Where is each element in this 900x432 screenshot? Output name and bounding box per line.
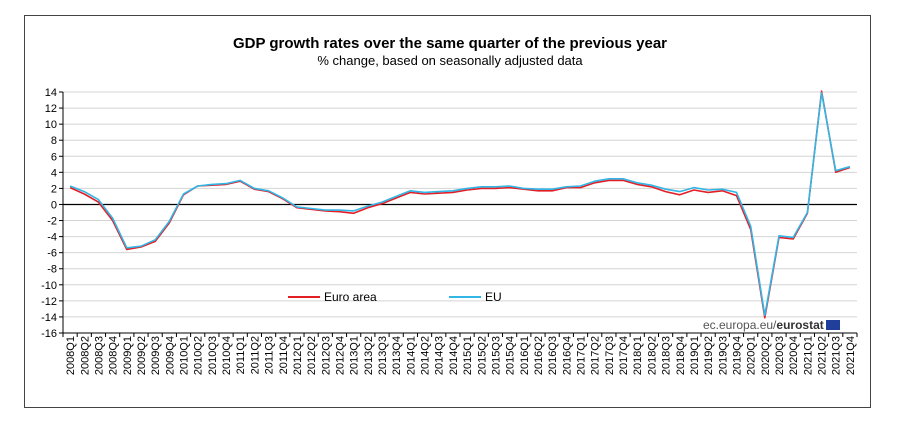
x-tick-label: 2020Q1 [746,336,758,375]
x-tick-label: 2009Q1 [122,336,134,375]
y-tick-label: -6 [47,248,57,260]
x-tick-label: 2016Q2 [533,336,545,375]
y-tick-label: -16 [41,328,57,340]
x-tick-label: 2008Q1 [65,336,77,375]
x-tick-label: 2018Q1 [632,336,644,375]
chart-legend: Euro area EU [288,290,502,304]
x-tick-label: 2017Q2 [590,336,602,375]
x-tick-label: 2021Q4 [845,336,857,375]
x-tick-label: 2019Q3 [717,336,729,375]
x-tick-label: 2010Q3 [207,336,219,375]
series-line-eu [69,92,851,317]
x-tick-label: 2014Q4 [448,336,460,375]
x-tick-label: 2019Q2 [703,336,715,375]
legend-label: EU [485,290,502,304]
x-tick-label: 2018Q3 [661,336,673,375]
x-tick-label: 2018Q2 [646,336,658,375]
x-tick-label: 2020Q4 [788,336,800,375]
source-brand: eurostat [776,318,824,332]
eu-flag-icon [825,319,840,330]
x-tick-label: 2009Q3 [150,336,162,375]
x-tick-label: 2015Q3 [490,336,502,375]
y-axis-ticks: 14 12 10 8 6 4 2 0 -2 -4 -6 -8 -10 -12 -14 -16 [41,87,63,340]
x-tick-label: 2008Q2 [79,336,91,375]
y-tick-label: -10 [41,280,57,292]
y-tick-label: 12 [45,103,57,115]
x-tick-label: 2017Q3 [604,336,616,375]
chart-subtitle: % change, based on seasonally adjusted d… [317,53,583,68]
y-tick-label: 2 [51,183,57,195]
x-tick-label: 2010Q1 [179,336,191,375]
x-tick-label: 2013Q3 [377,336,389,375]
x-tick-label: 2013Q4 [391,336,403,375]
y-tick-label: 4 [51,167,57,179]
x-tick-label: 2019Q4 [731,336,743,375]
x-tick-label: 2010Q4 [221,336,233,375]
source-url: ec.europa.eu/ [703,318,777,332]
chart-axes [62,92,857,334]
x-tick-label: 2021Q1 [802,336,814,375]
x-tick-label: 2012Q3 [320,336,332,375]
x-tick-label: 2015Q1 [462,336,474,375]
x-tick-label: 2009Q2 [136,336,148,375]
y-tick-label: -4 [47,232,57,244]
x-tick-label: 2013Q2 [363,336,375,375]
x-tick-label: 2011Q4 [278,336,290,374]
chart-frame [24,15,871,408]
x-tick-label: 2016Q4 [561,336,573,375]
x-tick-label: 2012Q4 [334,336,346,375]
x-tick-label: 2011Q2 [249,336,261,374]
x-tick-label: 2021Q2 [817,336,829,375]
x-tick-label: 2015Q4 [505,336,517,375]
x-tick-label: 2011Q3 [264,336,276,374]
x-tick-label: 2010Q2 [193,336,205,375]
x-tick-label: 2016Q1 [519,336,531,375]
y-tick-label: -8 [47,264,57,276]
x-tick-label: 2014Q3 [434,336,446,375]
x-tick-label: 2020Q3 [774,336,786,375]
x-tick-label: 2017Q4 [618,336,630,375]
x-tick-label: 2008Q4 [108,336,120,375]
x-tick-label: 2015Q2 [476,336,488,375]
series-lines [69,90,851,319]
x-tick-label: 2012Q1 [292,336,304,375]
x-tick-label: 2018Q4 [675,336,687,375]
x-tick-label: 2017Q1 [576,336,588,375]
x-axis-ticks: 2008Q1 2008Q2 2008Q3 2008Q4 2009Q1 2009Q2 2009… [62,333,858,375]
x-tick-label: 2014Q2 [420,336,432,375]
x-tick-label: 2019Q1 [689,336,701,375]
x-tick-label: 2016Q3 [547,336,559,375]
y-tick-label: -12 [41,296,57,308]
y-tick-label: 14 [45,87,57,99]
y-tick-label: 0 [51,199,57,211]
x-tick-label: 2009Q4 [164,336,176,375]
y-tick-label: 6 [51,151,57,163]
x-tick-label: 2012Q2 [306,336,318,375]
y-tick-label: 8 [51,135,57,147]
x-tick-label: 2013Q1 [349,336,361,375]
x-tick-label: 2021Q3 [831,336,843,375]
x-tick-label: 2014Q1 [405,336,417,375]
x-tick-label: 2008Q3 [93,336,105,375]
x-tick-label: 2020Q2 [760,336,772,375]
x-tick-label: 2011Q1 [235,336,247,374]
legend-label: Euro area [324,290,377,304]
y-tick-label: -2 [47,216,57,228]
source-credit: ec.europa.eu/eurostat [703,318,840,332]
chart-title: GDP growth rates over the same quarter o… [232,35,668,52]
y-tick-label: 10 [45,119,57,131]
y-tick-label: -14 [41,312,57,324]
